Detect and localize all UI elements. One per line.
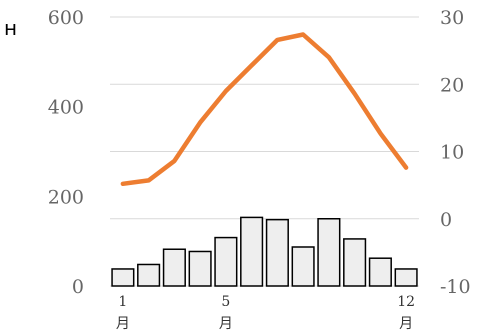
x-tick-num-1: 5 [221,294,230,310]
bar-5 [214,236,238,287]
y-right-tick-4: 30 [440,7,464,29]
bar-9 [317,218,341,287]
bar-11 [368,257,392,287]
y-axis-label-left: н [4,16,17,40]
y-right-tick-3: 20 [440,74,464,96]
temperature-polyline [120,32,409,187]
x-tick-unit-0: 月 [116,316,130,332]
y-left-tick-0: 0 [72,276,84,298]
y-left-tick-3: 600 [48,7,84,29]
precipitation-bars [111,216,418,287]
axis-ticks: 0 200 400 600 -10 0 10 20 30 1 月 5 月 12 月 [48,7,471,332]
x-tick-num-0: 1 [118,294,127,310]
x-tick-num-2: 12 [397,294,415,310]
x-tick-unit-1: 月 [219,316,233,332]
y-right-tick-0: -10 [440,276,471,298]
bar-12 [394,268,418,287]
y-left-tick-2: 400 [48,97,84,119]
bar-7 [265,218,289,287]
bar-10 [343,238,367,287]
temperature-line [120,32,409,187]
bar-6 [240,216,264,287]
bar-2 [137,263,161,287]
bar-3 [162,248,186,287]
bar-4 [188,250,212,287]
gridlines [110,16,419,287]
y-left-tick-1: 200 [48,186,84,208]
x-tick-unit-2: 月 [399,316,413,332]
bar-8 [291,246,315,287]
y-right-tick-1: 0 [440,209,452,231]
y-right-tick-2: 10 [440,142,464,164]
bar-1 [111,268,135,287]
